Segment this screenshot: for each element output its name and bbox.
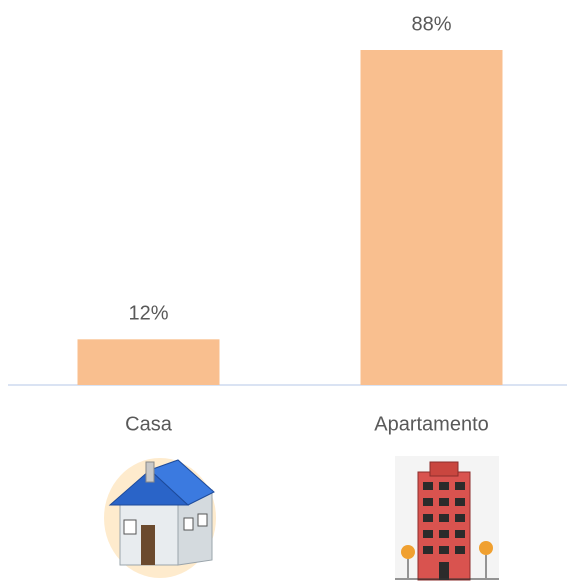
x-tick-label: Apartamento — [374, 413, 489, 435]
value-label: 88% — [411, 13, 451, 35]
value-label: 12% — [128, 303, 168, 325]
bar — [360, 50, 503, 385]
x-tick-label: Casa — [125, 413, 173, 435]
bar — [77, 339, 220, 385]
house-icon — [104, 458, 216, 578]
building-icon — [395, 456, 499, 581]
